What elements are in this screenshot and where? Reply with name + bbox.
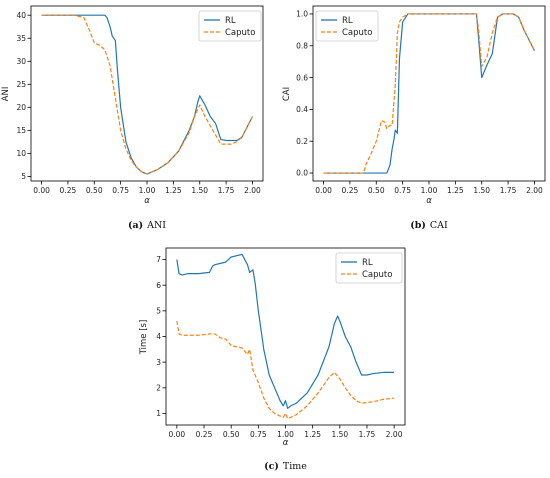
x-tick-label: 0.50 [86,186,103,195]
x-tick-label: 1.75 [218,186,235,195]
series-line-caputo [176,321,395,420]
x-tick-label: 2.00 [526,186,543,195]
series-line-caputo [323,13,535,174]
legend-box [198,10,262,42]
y-tick-label: 40 [16,11,26,20]
x-tick-label: 0.25 [342,186,359,195]
x-axis-label: α [144,196,150,206]
y-tick-label: 7 [156,255,161,264]
legend-label-caputo: Caputo [225,28,255,38]
y-tick-label: 5 [156,307,161,316]
y-tick-label: 4 [156,332,161,341]
x-tick-label: 0.50 [223,430,240,439]
x-axis-label: α [283,438,289,448]
x-tick-label: 1.50 [191,186,208,195]
y-tick-label: 35 [16,34,26,43]
x-tick-label: 0.25 [60,186,77,195]
x-tick-label: 1.25 [304,430,321,439]
x-tick-label: 0.75 [394,186,411,195]
y-tick-label: 0.2 [296,137,308,146]
x-tick-label: 1.50 [473,186,490,195]
y-axis-label: CAI [282,87,292,101]
y-tick-label: 30 [16,57,26,66]
caption-text: ANI [146,220,166,231]
x-tick-label: 0.00 [315,186,332,195]
x-tick-label: 1.00 [277,430,294,439]
caption-text: CAI [430,220,448,231]
figure-caption: (c) Time [264,461,307,472]
x-tick-label: 0.00 [33,186,50,195]
x-tick-label: 0.75 [250,430,267,439]
x-tick-label: 2.00 [244,186,261,195]
legend-label-caputo: Caputo [342,28,372,38]
series-line-caputo [41,14,253,175]
x-axis-label: α [426,196,432,206]
y-tick-label: 0.0 [296,169,308,178]
x-tick-label: 2.00 [386,430,403,439]
y-tick-label: 0.8 [296,41,308,50]
y-tick-label: 25 [16,80,26,89]
y-tick-label: 1.0 [296,10,308,19]
caption-tag: (b) [410,220,426,231]
legend-box [335,252,403,284]
x-tick-label: 1.75 [359,430,376,439]
caption-text: Time [283,461,307,472]
series-line-rl [176,253,395,409]
legend-label-caputo: Caputo [362,270,392,280]
y-axis-label: Time [s] [139,320,149,356]
caption-tag: (c) [264,461,279,472]
x-tick-label: 1.00 [139,186,156,195]
y-tick-label: 0.6 [296,73,308,82]
y-tick-label: 2 [156,384,161,393]
y-tick-label: 6 [156,281,161,290]
x-tick-label: 0.00 [169,430,186,439]
y-axis-label: ANI [1,87,11,102]
panel-cai: 0.00 0.25 0.50 0.75 1.00 1.25 1.50 1.75 2.00 0.0 0… [282,5,546,231]
x-tick-label: 0.50 [368,186,385,195]
y-tick-label: 20 [16,103,26,112]
figure-caption: (b) CAI [410,220,448,231]
y-tick-label: 3 [156,358,161,367]
figure-caption: (a) ANI [128,220,166,231]
x-tick-label: 1.25 [165,186,182,195]
panel-ani: 0.00 0.25 0.50 0.75 1.00 1.25 1.50 1.75 2.00 5 10 1… [1,5,264,231]
x-tick-label: 1.25 [447,186,464,195]
legend-label-rl: RL [362,258,373,268]
y-tick-label: 1 [156,409,161,418]
y-tick-label: 0.4 [296,105,308,114]
y-tick-label: 15 [16,126,26,135]
x-tick-label: 1.50 [331,430,348,439]
legend-label-rl: RL [342,16,353,26]
y-tick-label: 5 [21,172,26,181]
x-tick-label: 0.25 [196,430,213,439]
x-tick-label: 1.00 [421,186,438,195]
legend-label-rl: RL [225,16,236,26]
legend-box [315,10,379,42]
x-tick-label: 1.75 [500,186,517,195]
caption-tag: (a) [128,220,143,231]
panel-time: 0.00 0.25 0.50 0.75 1.00 1.25 1.50 1.75 2.00 1 2 3 4… [139,247,406,472]
y-tick-label: 10 [16,149,26,158]
x-tick-label: 0.75 [112,186,129,195]
